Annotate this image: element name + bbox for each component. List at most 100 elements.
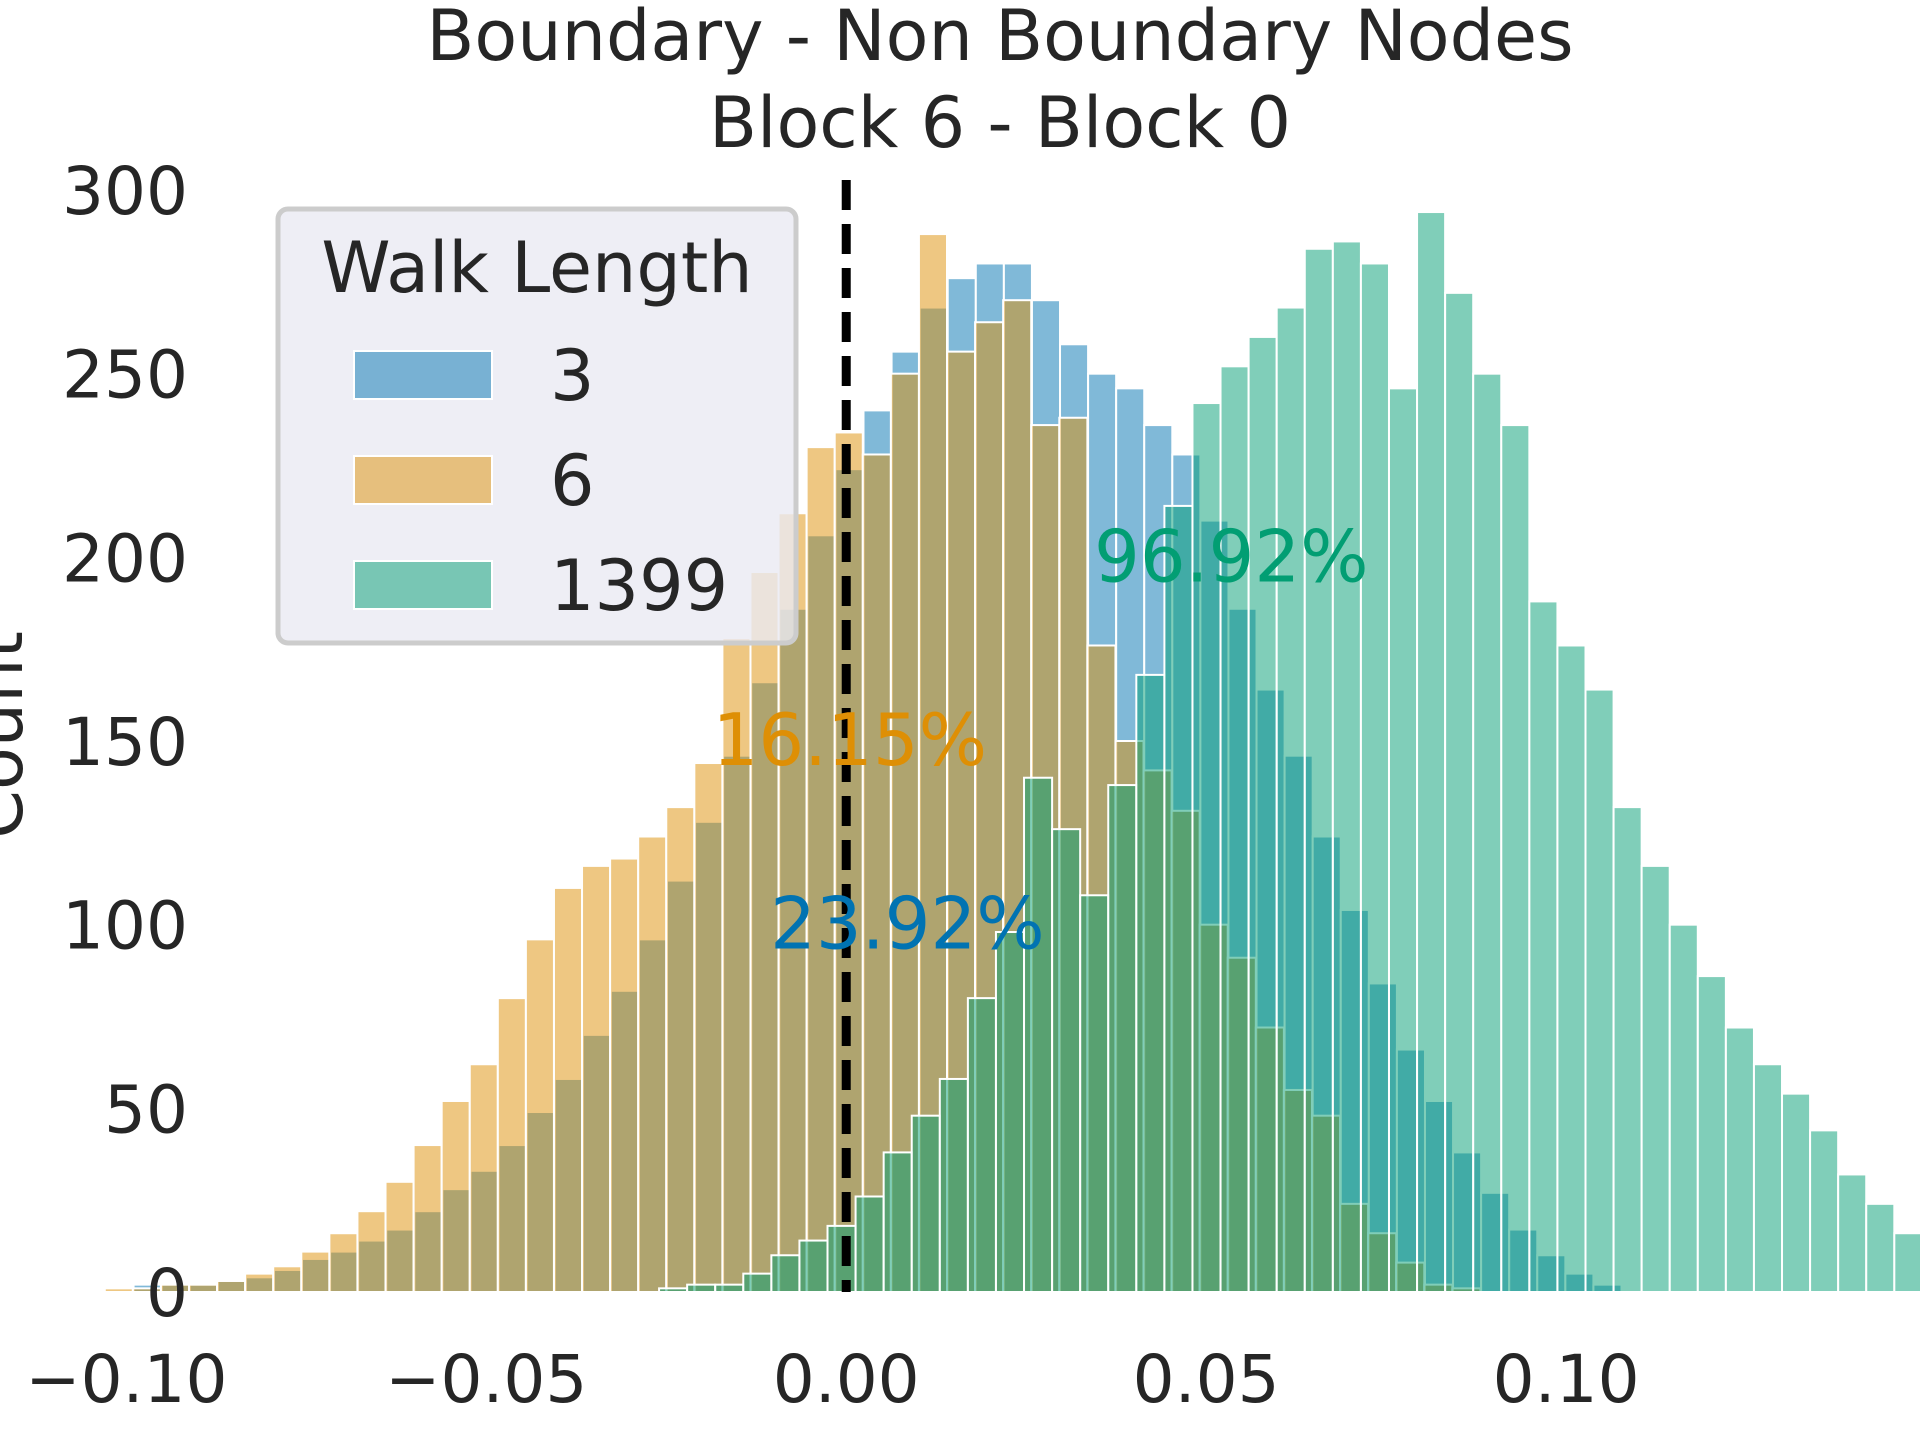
- bar: [770, 1254, 801, 1294]
- annotations: 23.92% 16.15% 96.92%: [713, 514, 1369, 965]
- bar: [1865, 1202, 1896, 1293]
- legend-box: [275, 206, 799, 646]
- bar: [1696, 975, 1727, 1294]
- bar: [1668, 923, 1699, 1293]
- bar: [1556, 644, 1587, 1293]
- bar: [524, 938, 555, 1293]
- x-tick-label: 0.05: [1133, 1341, 1280, 1418]
- bar: [581, 864, 612, 1293]
- bar: [1051, 828, 1082, 1293]
- y-tick-label: 100: [62, 888, 188, 965]
- y-tick-label: 150: [62, 704, 188, 781]
- bar: [412, 1144, 443, 1293]
- bar: [1387, 387, 1419, 1293]
- bar: [714, 1283, 745, 1294]
- legend-entries: 3 6 1399: [353, 335, 728, 627]
- bar: [1528, 600, 1559, 1293]
- y-ticks: 0 50 100 150 200 250 300: [62, 153, 188, 1332]
- bar: [356, 1210, 387, 1293]
- bar: [1752, 1063, 1784, 1293]
- legend-swatch: [353, 350, 493, 400]
- bar: [1500, 424, 1531, 1293]
- bar: [665, 806, 696, 1293]
- x-tick-label: −0.10: [25, 1341, 227, 1418]
- bar: [1837, 1173, 1868, 1293]
- bar: [216, 1279, 247, 1293]
- legend: Walk Length 3 6 1399: [275, 206, 799, 646]
- y-axis-label: Count: [0, 631, 39, 839]
- bar: [103, 1287, 134, 1293]
- bar: [686, 1283, 717, 1294]
- bar: [496, 997, 527, 1293]
- bar: [721, 637, 752, 1293]
- y-tick-label: 250: [62, 337, 188, 414]
- legend-title: Walk Length: [321, 227, 752, 309]
- bar: [272, 1265, 303, 1294]
- bar: [1584, 688, 1615, 1293]
- bar: [910, 1114, 941, 1294]
- bar: [693, 762, 724, 1293]
- bar: [440, 1099, 471, 1293]
- chart-title: Boundary - Non Boundary Nodes: [426, 0, 1573, 77]
- bar: [1809, 1129, 1840, 1293]
- x-tick-label: −0.05: [385, 1341, 587, 1418]
- bar: [1247, 335, 1278, 1293]
- bar: [1079, 894, 1110, 1294]
- bar: [1275, 306, 1306, 1293]
- bar: [658, 1287, 689, 1293]
- bar: [1640, 864, 1671, 1293]
- legend-label: 3: [550, 335, 595, 417]
- bar: [1416, 211, 1447, 1293]
- bar: [609, 857, 640, 1293]
- y-tick-label: 50: [104, 1071, 188, 1148]
- legend-label: 1399: [550, 545, 728, 627]
- chart-subtitle: Block 6 - Block 0: [709, 82, 1291, 164]
- bar: [1331, 240, 1362, 1293]
- bar: [798, 1239, 829, 1293]
- bar: [1893, 1232, 1920, 1293]
- annotation-6: 16.15%: [713, 698, 988, 782]
- bar: [552, 886, 584, 1293]
- bar: [328, 1232, 359, 1293]
- bar: [1191, 402, 1222, 1293]
- bar: [742, 1272, 773, 1294]
- series-1399-bars: [658, 211, 1920, 1294]
- bar: [244, 1272, 275, 1294]
- bar: [1612, 806, 1643, 1293]
- bar: [854, 1195, 885, 1293]
- annotation-1399: 96.92%: [1094, 514, 1369, 598]
- bar: [938, 1077, 969, 1293]
- bar: [966, 997, 997, 1293]
- y-tick-label: 300: [62, 153, 188, 230]
- bar: [1781, 1092, 1812, 1294]
- bar: [1724, 1026, 1755, 1294]
- bar: [1163, 504, 1194, 1294]
- legend-swatch: [353, 560, 493, 610]
- bar: [637, 835, 668, 1293]
- annotation-3: 23.92%: [770, 882, 1045, 966]
- x-tick-label: 0.00: [773, 1341, 920, 1418]
- bar: [384, 1180, 415, 1294]
- bar: [1219, 365, 1250, 1293]
- bar: [1444, 291, 1475, 1294]
- y-tick-label: 0: [146, 1255, 188, 1332]
- bar: [1107, 784, 1138, 1294]
- bar: [468, 1063, 499, 1293]
- bar: [300, 1250, 331, 1293]
- x-ticks: −0.10 −0.05 0.00 0.05 0.10: [25, 1341, 1639, 1418]
- bar: [805, 446, 836, 1293]
- bar: [1359, 262, 1390, 1294]
- bar: [188, 1283, 219, 1294]
- bar: [826, 1224, 857, 1294]
- bar: [994, 931, 1026, 1293]
- x-tick-label: 0.10: [1493, 1341, 1640, 1418]
- bars-layer: [103, 211, 1920, 1294]
- bar: [1303, 247, 1334, 1293]
- legend-swatch: [353, 455, 493, 505]
- bar: [1023, 776, 1054, 1293]
- bar: [882, 1151, 913, 1294]
- bar: [1472, 372, 1503, 1294]
- bar: [749, 571, 780, 1293]
